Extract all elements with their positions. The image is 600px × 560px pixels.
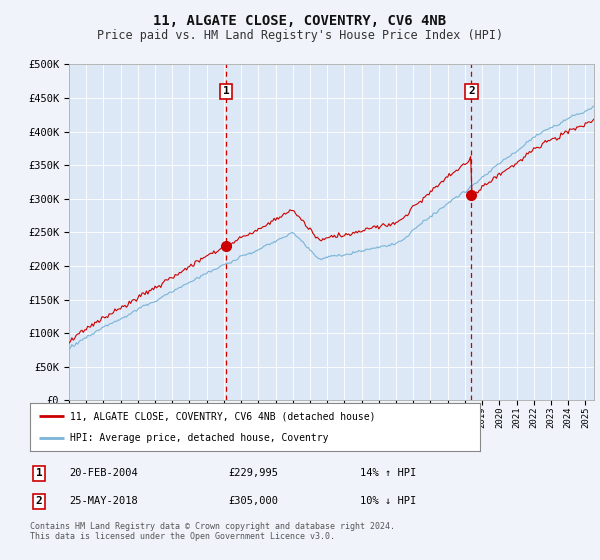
Text: £305,000: £305,000 xyxy=(228,496,278,506)
Text: 14% ↑ HPI: 14% ↑ HPI xyxy=(360,468,416,478)
Text: 2: 2 xyxy=(468,86,475,96)
Text: 20-FEB-2004: 20-FEB-2004 xyxy=(69,468,138,478)
Text: Contains HM Land Registry data © Crown copyright and database right 2024.
This d: Contains HM Land Registry data © Crown c… xyxy=(30,522,395,542)
Text: HPI: Average price, detached house, Coventry: HPI: Average price, detached house, Cove… xyxy=(71,433,329,443)
Text: 11, ALGATE CLOSE, COVENTRY, CV6 4NB: 11, ALGATE CLOSE, COVENTRY, CV6 4NB xyxy=(154,14,446,28)
Text: 10% ↓ HPI: 10% ↓ HPI xyxy=(360,496,416,506)
Text: 1: 1 xyxy=(35,468,43,478)
Text: 11, ALGATE CLOSE, COVENTRY, CV6 4NB (detached house): 11, ALGATE CLOSE, COVENTRY, CV6 4NB (det… xyxy=(71,411,376,421)
Text: 1: 1 xyxy=(223,86,229,96)
Text: Price paid vs. HM Land Registry's House Price Index (HPI): Price paid vs. HM Land Registry's House … xyxy=(97,29,503,42)
Text: 25-MAY-2018: 25-MAY-2018 xyxy=(69,496,138,506)
Text: 2: 2 xyxy=(35,496,43,506)
Text: £229,995: £229,995 xyxy=(228,468,278,478)
